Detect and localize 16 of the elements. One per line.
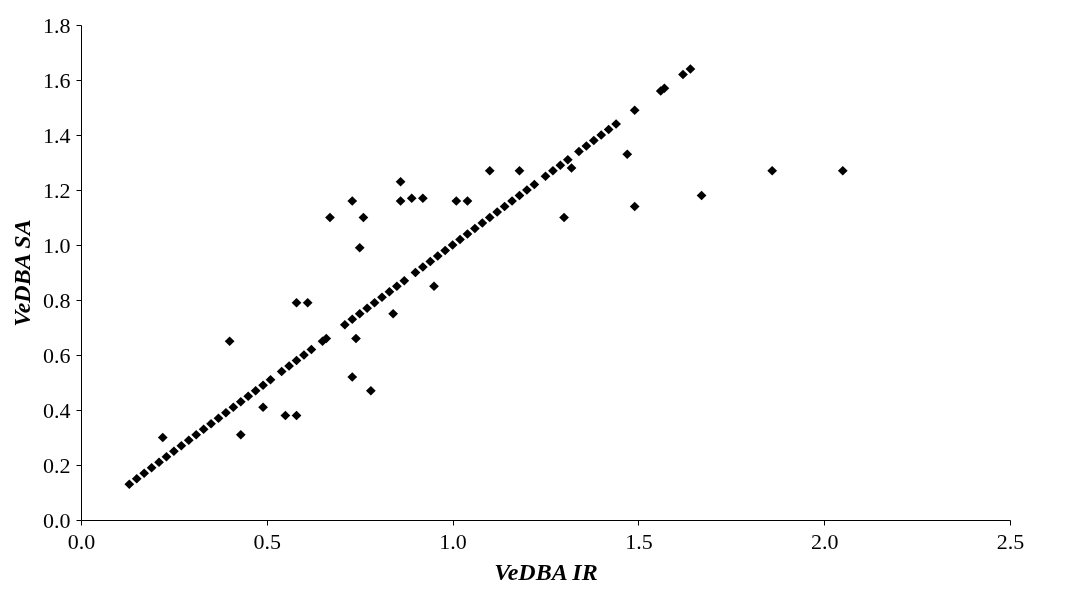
y-tick-label: 1.4 <box>43 122 71 148</box>
x-tick-label: 1.0 <box>439 528 467 554</box>
x-tick-label: 2.0 <box>810 528 839 554</box>
x-tick-label: 2.5 <box>996 528 1025 554</box>
x-axis-title: VeDBA IR <box>494 558 598 585</box>
y-tick-label: 0.6 <box>43 342 71 368</box>
y-tick-label: 1.0 <box>43 232 71 258</box>
y-tick-label: 1.6 <box>43 67 71 93</box>
x-tick-label: 0.5 <box>253 528 282 554</box>
y-tick-label: 0.2 <box>43 452 71 478</box>
y-tick-label: 1.8 <box>43 12 71 38</box>
y-axis-title: VeDBA SA <box>9 219 35 327</box>
y-tick-label: 0.8 <box>43 287 71 313</box>
y-tick-label: 0.4 <box>43 397 71 423</box>
x-tick-label: 1.5 <box>625 528 653 554</box>
y-tick-label: 1.2 <box>43 177 71 203</box>
